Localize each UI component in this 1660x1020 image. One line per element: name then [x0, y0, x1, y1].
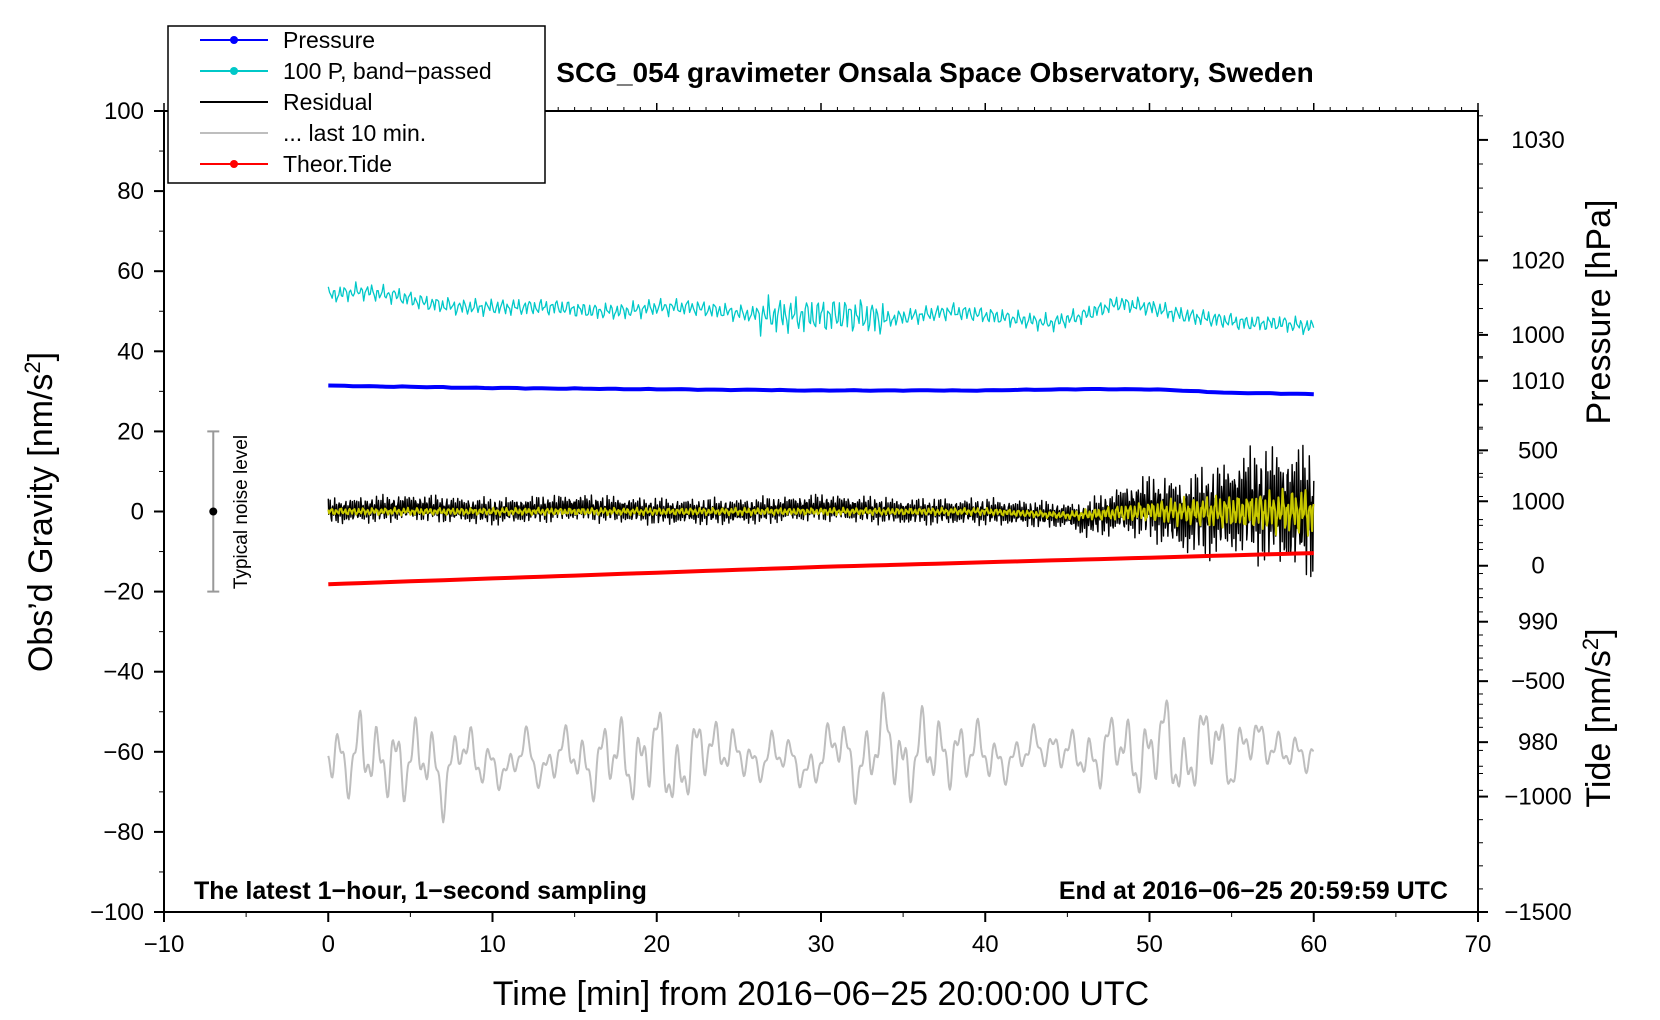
tide-axis-title-main: Tide [nm/s [1580, 650, 1618, 807]
left-axis-title-close: ] [22, 352, 60, 361]
pressure-tick-label: 1000 [1511, 488, 1564, 515]
noise-center-dot [209, 507, 218, 516]
pressure-axis-title: Pressure [hPa] [1580, 200, 1618, 425]
y-tick-label: −60 [103, 739, 144, 766]
tick-labels: −10 0 10 20 30 40 50 60 70−100−80−60−40−20020406… [90, 98, 1572, 958]
legend-box [167, 25, 546, 184]
series-line [327, 691, 1315, 824]
series-line [327, 281, 1315, 337]
legend-label: Theor.Tide [283, 151, 392, 177]
x-tick-label: 0 [322, 931, 335, 958]
note-end-time: End at 2016−06−25 20:59:59 UTC [1059, 877, 1448, 905]
tide-tick-label: −1000 [1504, 784, 1571, 811]
legend-label: Pressure [283, 27, 375, 53]
tide-axis-title-sup: 2 [1578, 638, 1603, 650]
pressure-tick-label: 1020 [1511, 247, 1564, 274]
y-tick-label: 60 [117, 258, 144, 285]
tide-axis-title: Tide [nm/s2] [1578, 628, 1618, 807]
tide-tick-label: 500 [1518, 437, 1558, 464]
tide-axis-title-close: ] [1580, 628, 1618, 637]
x-tick-label: −10 [144, 931, 185, 958]
legend-marker [230, 67, 238, 75]
legend-label: Residual [283, 89, 373, 115]
y-tick-label: 100 [104, 98, 144, 125]
pressure-tick-label: 1010 [1511, 368, 1564, 395]
y-tick-label: 80 [117, 178, 144, 205]
y-tick-label: −80 [103, 819, 144, 846]
legend-marker [230, 160, 238, 168]
series-line [327, 487, 1315, 537]
tide-tick-label: −500 [1511, 668, 1565, 695]
tide-tick-label: −1500 [1504, 899, 1571, 926]
y-tick-label: 0 [131, 499, 144, 526]
pressure-tick-label: 980 [1518, 729, 1558, 756]
series-line [328, 551, 1314, 587]
noise-label: Typical noise level [231, 435, 252, 589]
tide-tick-label: 0 [1531, 553, 1544, 580]
x-tick-label: 60 [1300, 931, 1327, 958]
y-tick-label: −20 [103, 579, 144, 606]
y-tick-label: 40 [117, 338, 144, 365]
x-axis-title: Time [min] from 2016−06−25 20:00:00 UTC [493, 975, 1149, 1013]
x-tick-label: 70 [1465, 931, 1492, 958]
left-axis-title: Obs’d Gravity [nm/s2] [20, 352, 60, 672]
series-line [328, 383, 1314, 397]
y-tick-label: −40 [103, 659, 144, 686]
legend-label: ... last 10 min. [283, 120, 426, 146]
legend-label: 100 P, band−passed [283, 58, 492, 84]
left-axis-title-main: Obs’d Gravity [nm/s [22, 374, 60, 673]
x-tick-label: 40 [972, 931, 999, 958]
pressure-tick-label: 1030 [1511, 127, 1564, 154]
x-tick-label: 30 [808, 931, 835, 958]
x-tick-label: 20 [643, 931, 670, 958]
x-tick-label: 50 [1136, 931, 1163, 958]
noise-indicator: Typical noise level [207, 430, 252, 593]
legend: Pressure 100 P, band−passed Residual ... la… [167, 25, 546, 184]
legend-marker [230, 36, 238, 44]
series-layer [327, 281, 1315, 824]
tide-tick-label: 1000 [1511, 322, 1564, 349]
x-tick-label: 10 [479, 931, 506, 958]
y-tick-label: 20 [117, 418, 144, 445]
y-tick-label: −100 [90, 899, 144, 926]
pressure-tick-label: 990 [1518, 609, 1558, 636]
note-sampling: The latest 1−hour, 1−second sampling [194, 877, 647, 905]
legend-items: Pressure 100 P, band−passed Residual ... la… [200, 27, 492, 177]
left-axis-title-sup: 2 [20, 361, 45, 373]
chart-title: SCG_054 gravimeter Onsala Space Observat… [556, 57, 1313, 88]
